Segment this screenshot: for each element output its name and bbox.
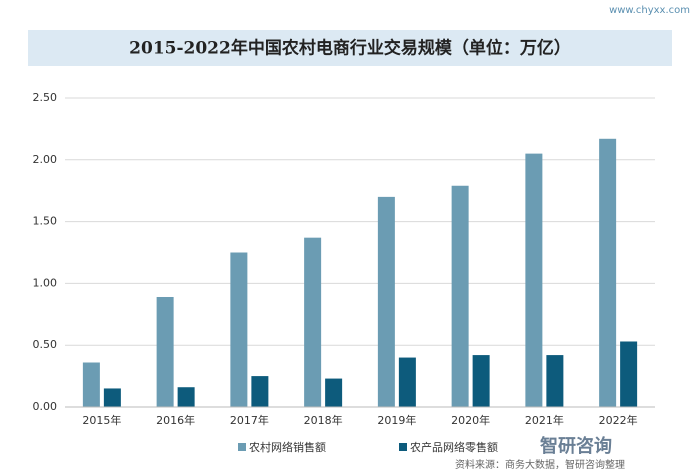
bar	[251, 376, 269, 407]
y-tick-label: 2.50	[33, 91, 58, 104]
y-tick-label: 1.00	[33, 276, 58, 289]
bar	[620, 341, 638, 407]
bar	[398, 357, 416, 407]
bar	[377, 196, 395, 407]
bar	[103, 388, 121, 407]
y-tick-label: 2.00	[33, 153, 58, 166]
bar	[82, 362, 100, 407]
bar	[472, 355, 490, 407]
x-tick-label: 2019年	[377, 413, 416, 427]
legend-swatch	[399, 443, 407, 451]
x-tick-label: 2021年	[525, 413, 564, 427]
x-tick-label: 2018年	[304, 413, 343, 427]
y-tick-label: 0.00	[33, 400, 58, 413]
bar	[304, 237, 322, 407]
title-banner	[28, 30, 672, 66]
legend-label: 农村网络销售额	[249, 440, 326, 454]
y-tick-label: 1.50	[33, 215, 58, 228]
bar	[451, 185, 469, 407]
legend-label: 农产品网络零售额	[410, 440, 498, 454]
bar	[230, 252, 248, 407]
legend-swatch	[238, 443, 246, 451]
x-tick-label: 2016年	[156, 413, 195, 427]
x-tick-label: 2020年	[451, 413, 490, 427]
bar	[325, 378, 343, 407]
y-tick-label: 0.50	[33, 338, 58, 351]
bar	[599, 138, 617, 407]
bar	[546, 355, 564, 407]
bar	[156, 296, 174, 407]
brand: 智研咨询	[540, 435, 612, 457]
website: www.chyxx.com	[609, 5, 690, 16]
chart-title: 2015-2022年中国农村电商行业交易规模（单位：万亿）	[129, 38, 571, 59]
bar	[525, 153, 543, 407]
x-tick-label: 2022年	[599, 413, 638, 427]
source: 资料来源：商务大数据，智研咨询整理	[455, 458, 625, 470]
x-tick-label: 2015年	[82, 413, 121, 427]
x-tick-label: 2017年	[230, 413, 269, 427]
bar	[177, 387, 195, 407]
